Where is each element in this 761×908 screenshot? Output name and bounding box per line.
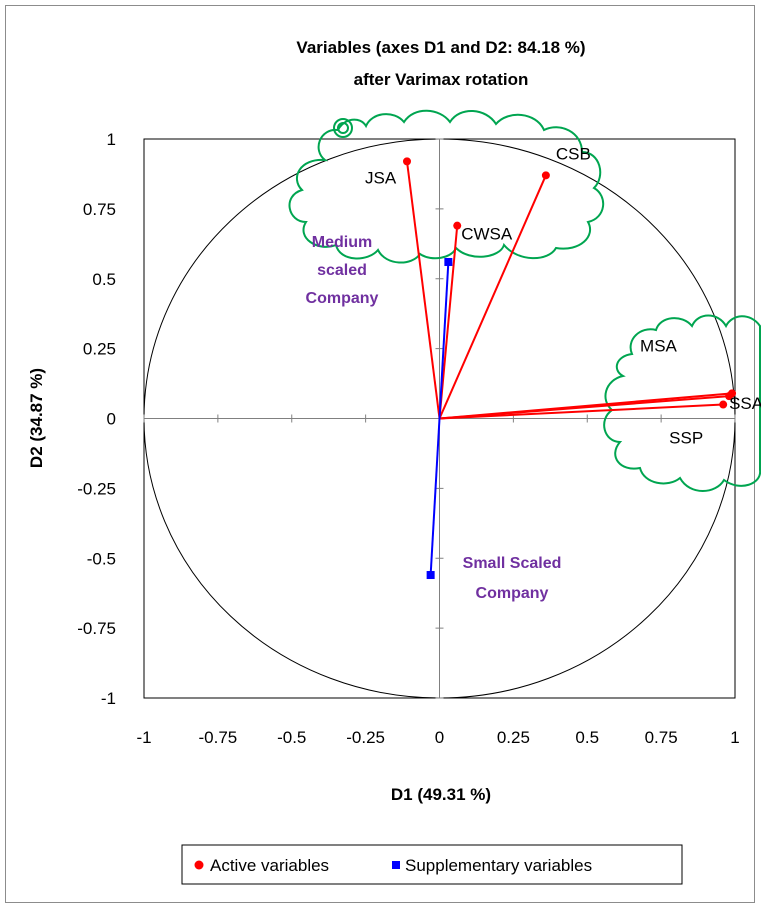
point-label: CSB bbox=[556, 144, 591, 163]
legend: Active variables Supplementary variables bbox=[181, 844, 683, 885]
chart-frame bbox=[5, 5, 755, 903]
y-tick-label: 0 bbox=[107, 410, 116, 429]
y-axis-label: D2 (34.87 %) bbox=[27, 368, 46, 468]
annotation-clouds bbox=[288, 109, 761, 492]
x-tick-label: 0.25 bbox=[497, 728, 530, 747]
loading-vector bbox=[438, 225, 459, 419]
point-label: SSP bbox=[669, 429, 703, 448]
x-tick-label: 1 bbox=[730, 728, 739, 747]
annotation-medium-line-2: scaled bbox=[317, 262, 367, 279]
x-tick-label: -1 bbox=[136, 728, 151, 747]
active-marker bbox=[402, 157, 411, 166]
annotation-medium-line-3: Company bbox=[306, 290, 379, 307]
cloud-right bbox=[603, 314, 761, 492]
loading-vector bbox=[438, 261, 450, 419]
x-tick-label: 0.75 bbox=[645, 728, 678, 747]
loading-vector bbox=[439, 403, 724, 420]
active-marker bbox=[719, 400, 728, 409]
loading-vector bbox=[429, 418, 441, 576]
active-marker bbox=[453, 221, 462, 230]
y-tick-label: 0.5 bbox=[92, 270, 116, 289]
x-tick-label: -0.75 bbox=[199, 728, 238, 747]
annotation-small: Small Scaled Company bbox=[463, 555, 562, 602]
y-tick-label: 1 bbox=[107, 130, 116, 149]
y-tick-labels: 1 0.75 0.5 0.25 0 -0.25 -0.5 -0.75 -1 bbox=[77, 130, 116, 708]
point-label: JSA bbox=[365, 168, 397, 187]
cloud-top bbox=[288, 109, 604, 264]
point-label: SSA bbox=[729, 394, 761, 413]
legend-box bbox=[181, 844, 683, 885]
legend-supplementary-marker bbox=[392, 861, 400, 869]
y-tick-label: -0.5 bbox=[87, 549, 116, 568]
legend-active-label: Active variables bbox=[210, 856, 329, 875]
loading-vector bbox=[438, 174, 547, 419]
annotation-small-line-2: Company bbox=[476, 585, 549, 602]
x-tick-label: -0.25 bbox=[346, 728, 385, 747]
point-label: MSA bbox=[640, 336, 678, 355]
point-label: CWSA bbox=[461, 225, 513, 244]
chart-title: Variables (axes D1 and D2: 84.18 %) bbox=[296, 38, 585, 57]
y-tick-label: 0.25 bbox=[83, 340, 116, 359]
x-axis-label: D1 (49.31 %) bbox=[391, 785, 491, 804]
x-tick-label: 0.5 bbox=[575, 728, 599, 747]
loading-vector bbox=[439, 395, 730, 420]
loading-vector bbox=[406, 161, 441, 419]
chart-subtitle: after Varimax rotation bbox=[354, 70, 529, 89]
annotation-medium-line-1: Medium bbox=[312, 234, 372, 251]
active-marker bbox=[725, 392, 734, 401]
x-tick-label: 0 bbox=[435, 728, 444, 747]
cloud-bubble-1 bbox=[333, 118, 353, 138]
data-markers bbox=[402, 157, 737, 580]
active-marker bbox=[541, 171, 550, 180]
point-labels: JSA CWSA CSB MSA SSA SSP bbox=[365, 144, 761, 447]
supplementary-marker bbox=[426, 571, 435, 580]
x-tick-label: -0.5 bbox=[277, 728, 306, 747]
annotation-medium: Medium scaled Company bbox=[306, 234, 379, 307]
y-tick-label: -1 bbox=[101, 689, 116, 708]
loading-vectors bbox=[406, 161, 733, 576]
y-tick-label: -0.75 bbox=[77, 619, 116, 638]
legend-supplementary-label: Supplementary variables bbox=[405, 856, 592, 875]
legend-active-marker bbox=[194, 860, 204, 870]
x-tick-labels: -1 -0.75 -0.5 -0.25 0 0.25 0.5 0.75 1 bbox=[136, 728, 739, 747]
annotation-small-line-1: Small Scaled bbox=[463, 555, 562, 572]
y-tick-label: 0.75 bbox=[83, 200, 116, 219]
cloud-bubble-2 bbox=[337, 122, 349, 134]
y-tick-label: -0.25 bbox=[77, 479, 116, 498]
supplementary-marker bbox=[444, 257, 453, 266]
